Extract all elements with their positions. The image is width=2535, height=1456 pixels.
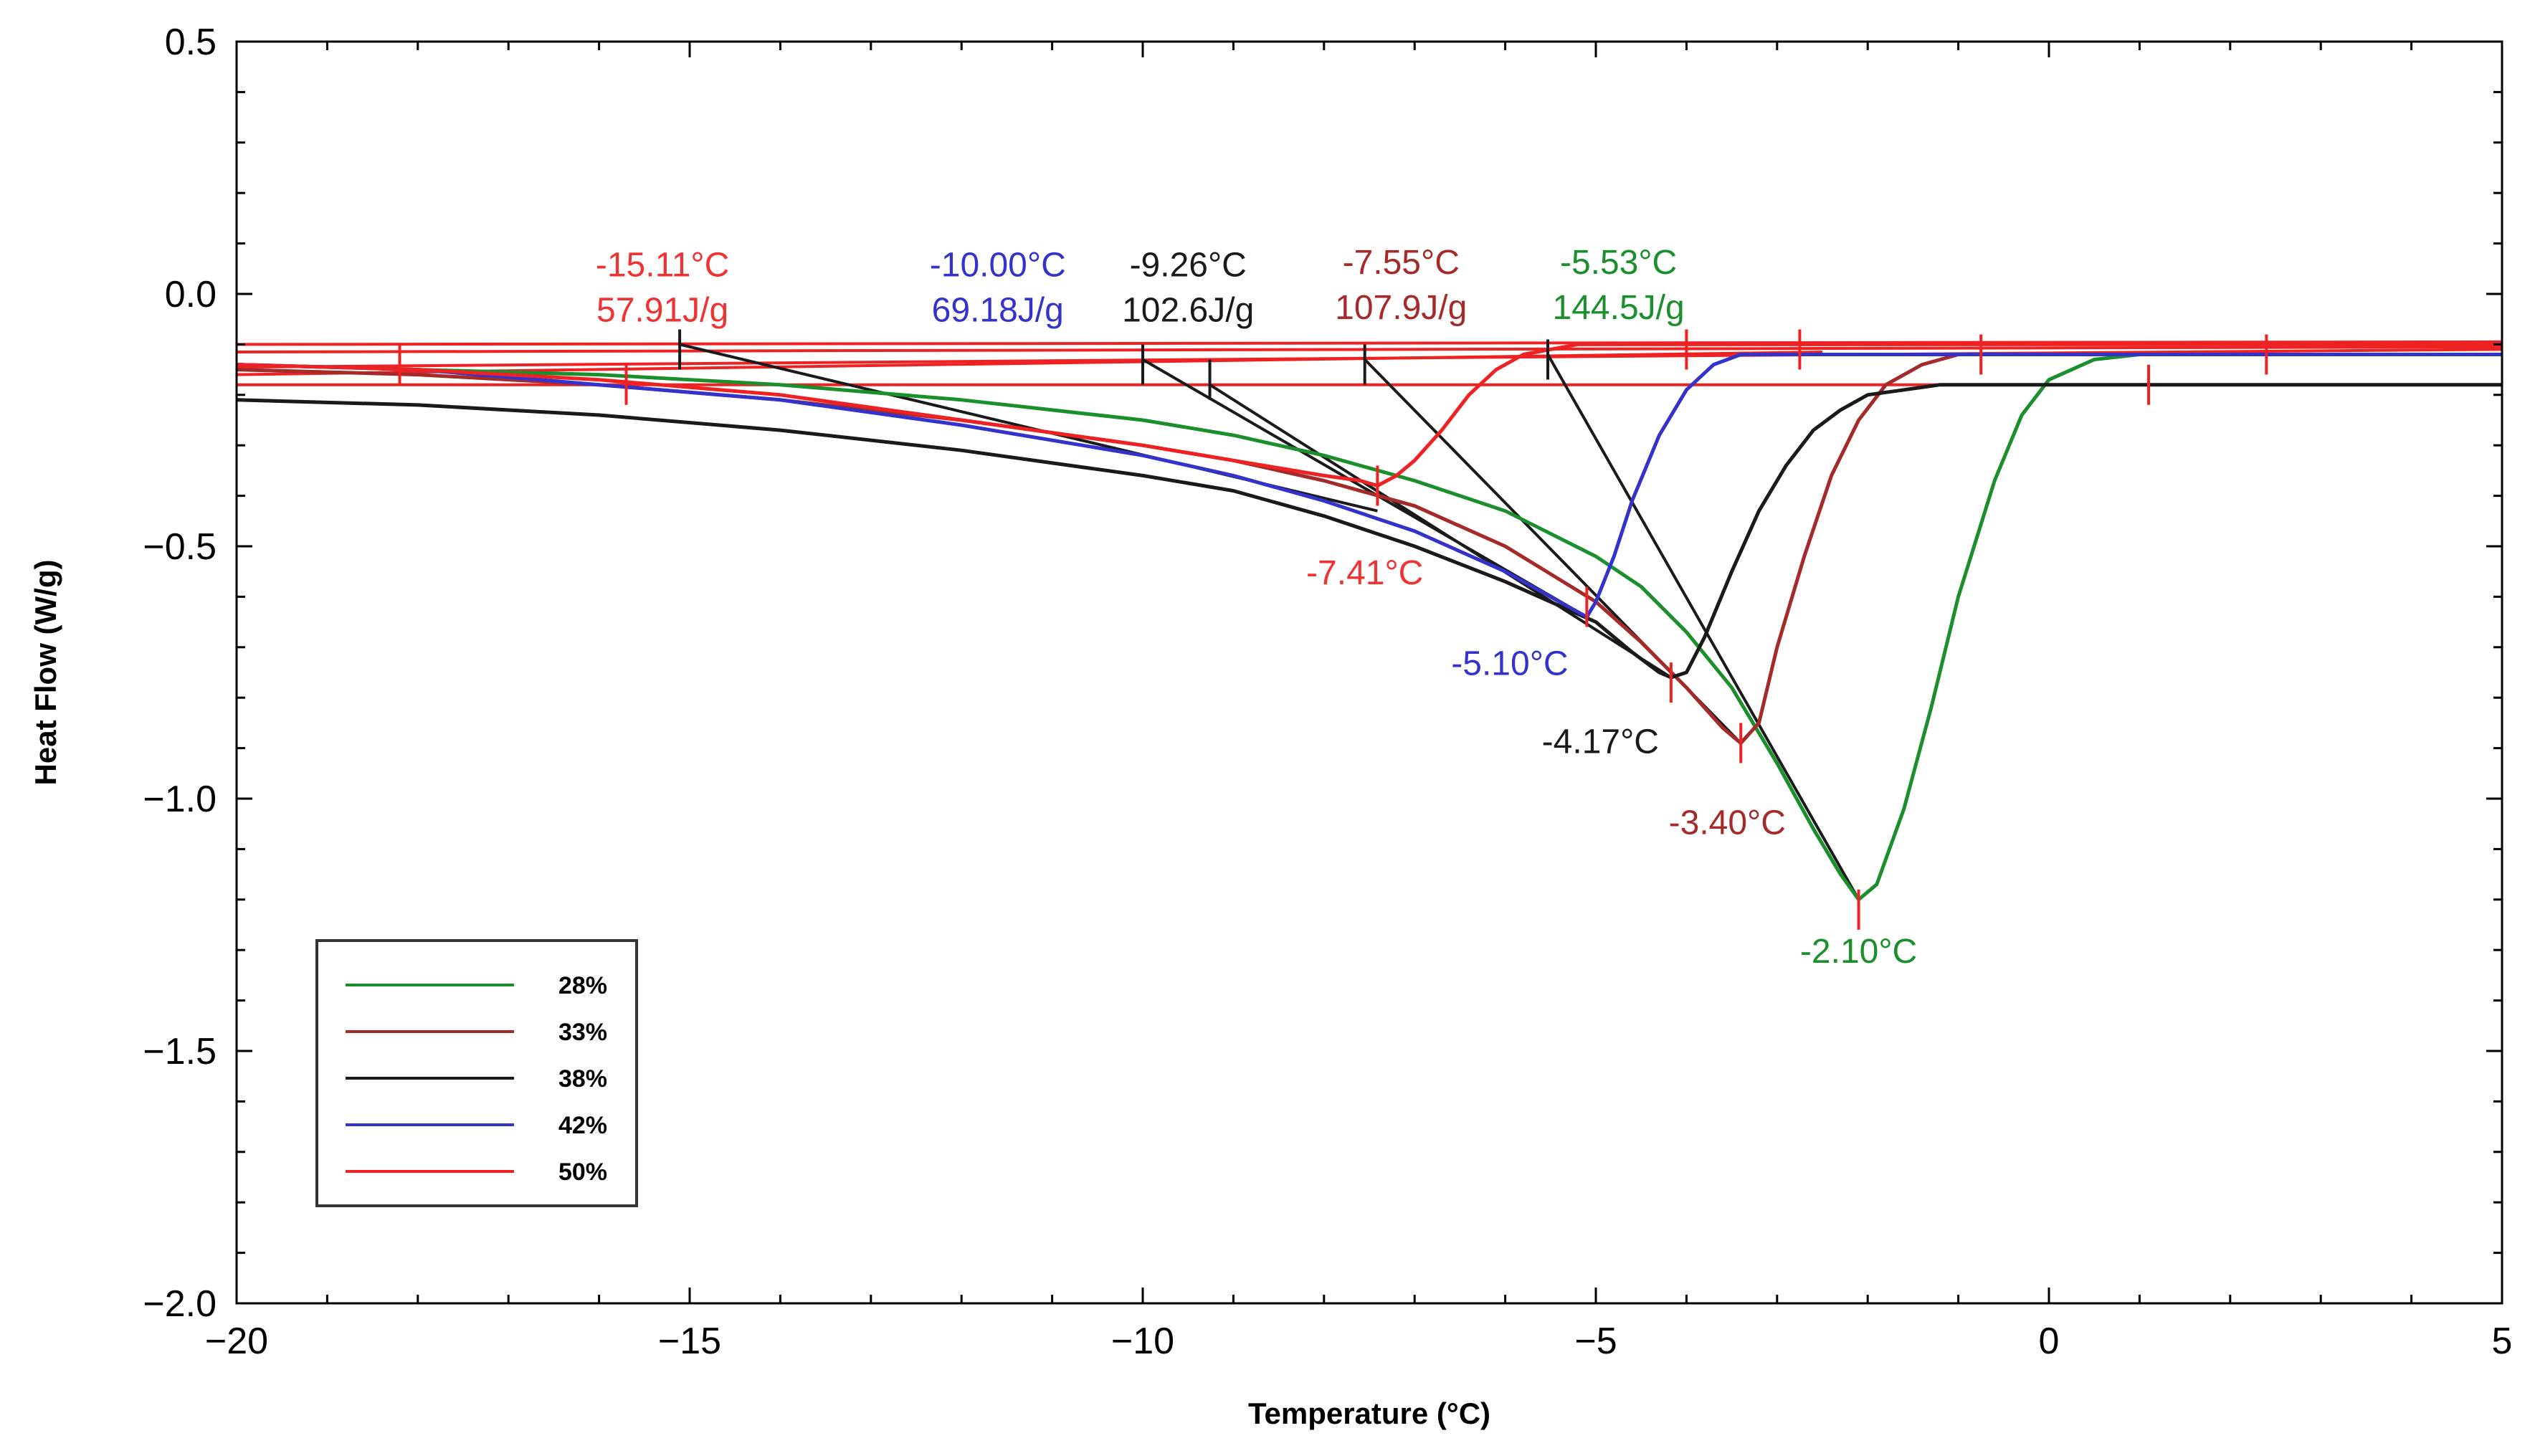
baseline-2 [236, 345, 2503, 353]
x-axis-title: Temperature (°C) [1248, 1396, 1490, 1430]
annotation-label: 144.5J/g [1553, 289, 1685, 327]
annotation-label: 57.91J/g [596, 292, 728, 330]
x-tick-label: −5 [1574, 1321, 1617, 1362]
series-line-42pct [236, 353, 2502, 619]
x-tick-label: −15 [658, 1321, 721, 1362]
annotation-label: -5.53°C [1560, 244, 1677, 282]
annotation-label: -3.40°C [1669, 804, 1786, 842]
annotation-label: -10.00°C [930, 246, 1066, 284]
baseline-1 [236, 340, 2503, 346]
annotation-label: -7.55°C [1343, 244, 1460, 282]
annotation-label: -5.10°C [1451, 645, 1568, 683]
x-tick-label: 0 [2039, 1321, 2060, 1362]
series-line-50pct [236, 342, 2502, 487]
annotation-label: -15.11°C [596, 246, 729, 284]
annotation-label: -4.17°C [1542, 723, 1659, 761]
legend-label: 50% [558, 1158, 607, 1186]
y-tick-label: −1.0 [143, 779, 217, 820]
y-axis-title: Heat Flow (W/g) [29, 560, 62, 786]
series-line-38pct [236, 383, 2502, 680]
annotation-label: -7.41°C [1306, 554, 1423, 592]
legend-label: 42% [558, 1112, 607, 1139]
tick-marks [398, 329, 2268, 930]
annotation-label: 107.9J/g [1335, 289, 1467, 327]
plot-frame [235, 40, 2503, 1305]
x-tick-label: −20 [205, 1321, 268, 1362]
tangent-line-3 [1209, 384, 1672, 679]
series-line-28pct [236, 353, 2502, 902]
data-series [236, 342, 2502, 902]
annotation-label: -2.10°C [1800, 933, 1917, 971]
legend: 28% 33% 38% 42% 50% [315, 939, 638, 1207]
legend-label: 28% [558, 972, 607, 999]
x-tick-label: 5 [2492, 1321, 2513, 1362]
x-tick-label: −10 [1111, 1321, 1174, 1362]
y-tick-label: 0.0 [165, 274, 217, 315]
annotation-label: -9.26°C [1130, 246, 1247, 284]
legend-label: 33% [558, 1019, 607, 1046]
y-tick-label: −2.0 [143, 1283, 217, 1325]
tangent-line-5 [1546, 353, 1860, 900]
annotation-label: 102.6J/g [1122, 292, 1254, 330]
annotations: -15.11°C 57.91J/g -10.00°C 69.18J/g -9.26°C 1… [596, 244, 1917, 971]
y-tick-label: −0.5 [143, 526, 217, 568]
y-tick-label: −1.5 [143, 1031, 217, 1072]
annotation-label: 69.18J/g [932, 292, 1064, 330]
legend-label: 38% [558, 1065, 607, 1093]
y-tick-label: 0.5 [165, 22, 217, 63]
axes: −20 −15 −10 −5 0 5 0.5 0.0 −0.5 −1.0 −1.5 −2.0 [143, 22, 2512, 1362]
